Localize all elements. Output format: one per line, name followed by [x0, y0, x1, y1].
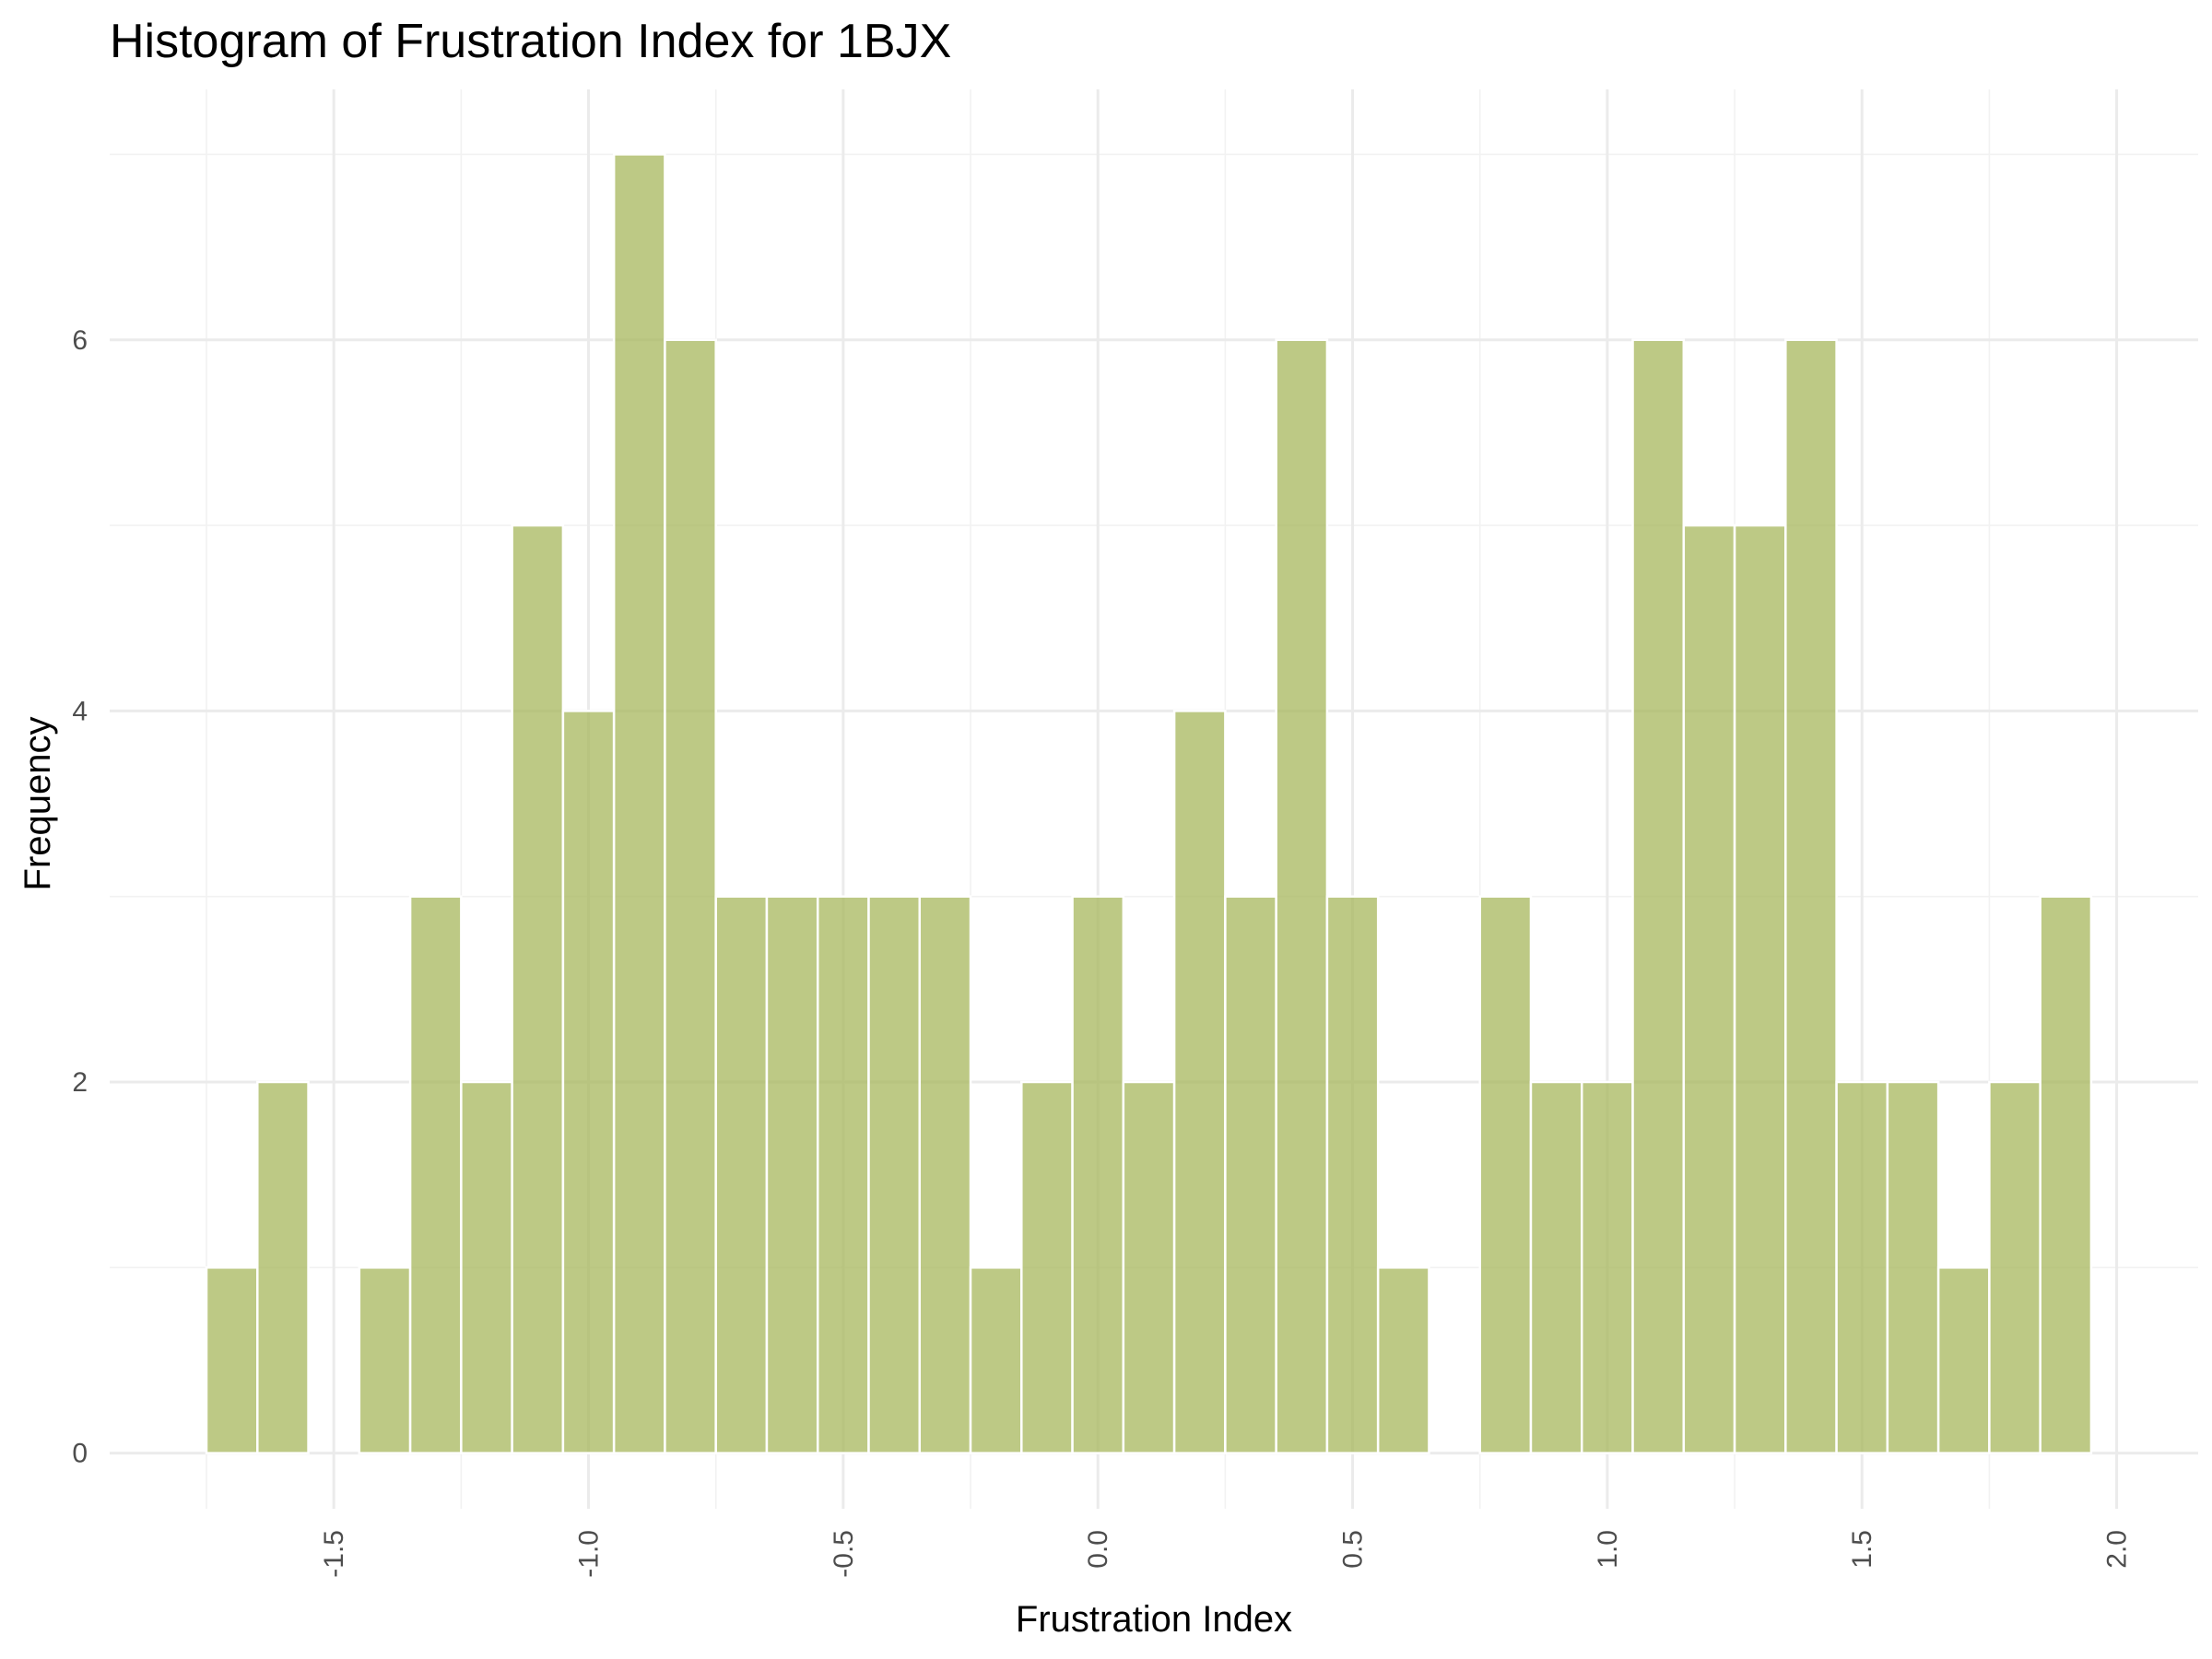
y-tick-label: 4	[72, 696, 88, 726]
histogram-bar	[1631, 338, 1686, 1454]
histogram-bar	[1936, 1266, 1991, 1454]
histogram-bar	[511, 524, 565, 1454]
histogram-bar	[1682, 524, 1736, 1454]
histogram-bar	[1581, 1080, 1634, 1454]
histogram-bar	[765, 895, 819, 1454]
x-axis-ticks: -1.5 -1.0 -0.5 0.0 0.5 1.0 1.5 2.0	[319, 1530, 2132, 1578]
histogram-bar	[867, 895, 922, 1454]
y-tick-label: 0	[72, 1439, 88, 1469]
histogram-bar	[1886, 1080, 1940, 1454]
histogram-bar	[1224, 895, 1277, 1454]
histogram-bar	[1020, 1080, 1074, 1454]
histogram-bar	[1835, 1080, 1889, 1454]
x-tick-label: 2.0	[2102, 1530, 2133, 1569]
x-tick-label: -1.0	[574, 1530, 605, 1578]
y-tick-label: 2	[72, 1067, 88, 1098]
histogram-bar	[1325, 895, 1380, 1454]
histogram-bar	[612, 153, 666, 1454]
x-axis-title: Frustration Index	[1016, 1599, 1292, 1640]
x-tick-label: 0.0	[1083, 1530, 1113, 1569]
histogram-bar	[816, 895, 870, 1454]
y-axis-ticks: 0 2 4 6	[72, 325, 88, 1469]
histogram-bar	[1529, 1080, 1583, 1454]
chart-title: Histogram of Frustration Index for 1BJX	[110, 15, 951, 68]
histogram-bar	[460, 1080, 513, 1454]
histogram-bar	[1275, 338, 1329, 1454]
x-tick-label: 1.5	[1847, 1530, 1877, 1569]
histogram-bar	[1478, 895, 1533, 1454]
histogram-bar	[714, 895, 769, 1454]
histogram-bar	[664, 338, 717, 1454]
histogram-bar	[408, 895, 463, 1454]
histogram-bar	[918, 895, 972, 1454]
y-tick-label: 6	[72, 325, 88, 356]
histogram-bars	[205, 153, 2093, 1454]
histogram-bar	[1784, 338, 1838, 1454]
histogram-bar	[1071, 895, 1125, 1454]
histogram-bar	[1733, 524, 1787, 1454]
histogram-bar	[969, 1266, 1023, 1454]
histogram-bar	[1172, 710, 1227, 1454]
x-tick-label: -0.5	[829, 1530, 859, 1578]
x-tick-label: 1.0	[1593, 1530, 1623, 1569]
histogram-bar	[1988, 1080, 2041, 1454]
histogram-bar	[358, 1266, 412, 1454]
x-tick-label: -1.5	[319, 1530, 349, 1578]
histogram-bar	[256, 1080, 310, 1454]
histogram-bar	[205, 1266, 259, 1454]
histogram-bar	[561, 710, 616, 1454]
y-axis-title: Frequency	[18, 717, 58, 891]
histogram-bar	[2039, 895, 2093, 1454]
x-tick-label: 0.5	[1338, 1530, 1369, 1569]
histogram-bar	[1376, 1266, 1430, 1454]
histogram-bar	[1122, 1080, 1176, 1454]
